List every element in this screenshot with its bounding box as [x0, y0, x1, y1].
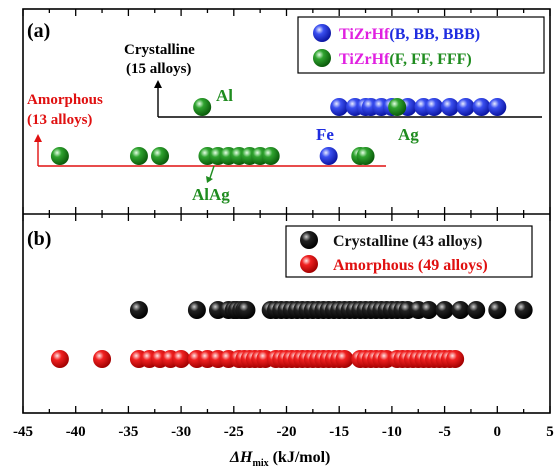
legend-marker-green [313, 49, 331, 67]
point-crystalline [129, 301, 148, 319]
point-crystalline [451, 301, 470, 319]
annotation-alag: AlAg [192, 185, 230, 204]
point-amorphous-f [151, 147, 170, 165]
point-amorphous-b [319, 147, 338, 165]
legend-blue-prefix: TiZrHf [339, 26, 390, 43]
x-tick-label: -20 [277, 424, 297, 440]
alag-arrow-stem [209, 165, 215, 179]
legend-green-prefix: TiZrHf [339, 51, 390, 68]
x-tick-label: -10 [382, 424, 402, 440]
x-tick-label: -5 [438, 424, 451, 440]
x-tick-labels: -45 -40 -35 -30 -25 -20 -15 -10 -5 0 5 [13, 424, 554, 440]
legend-blue-suffix: (B, BB, BBB) [389, 26, 480, 43]
point-crystalline [419, 301, 438, 319]
x-label-sub: mix [252, 458, 268, 469]
legend-box-a [297, 16, 545, 74]
x-tick-label: -25 [224, 424, 244, 440]
point-crystalline-b [425, 98, 444, 116]
x-tick-label: -15 [329, 424, 349, 440]
point-crystalline-b [330, 98, 349, 116]
panel-b-label: (b) [27, 228, 51, 250]
amorphous-arrow-head [34, 134, 42, 142]
crystalline-arrow-head [154, 80, 162, 88]
crystalline-label-line2: (15 alloys) [126, 61, 191, 77]
point-amorphous-f [356, 147, 375, 165]
point-crystalline-b [440, 98, 459, 116]
legend-entry-blue: TiZrHf(B, BB, BBB) [339, 26, 480, 43]
data-points [50, 98, 533, 368]
x-tick-label: 5 [546, 424, 554, 440]
amorphous-label-line2: (13 alloys) [27, 112, 92, 128]
point-amorphous [50, 350, 69, 368]
legend-panel-b: Crystalline (43 alloys) Amorphous (49 al… [285, 225, 533, 278]
x-tick-label: -30 [171, 424, 191, 440]
point-amorphous [172, 350, 191, 368]
x-tick-label: -40 [66, 424, 86, 440]
point-amorphous [335, 350, 354, 368]
point-crystalline [488, 301, 507, 319]
crystalline-label-line1: Crystalline [124, 42, 195, 58]
x-tick-label: 0 [494, 424, 502, 440]
x-label-main: ΔH [229, 449, 253, 466]
annotation-ag: Ag [398, 125, 419, 144]
annotation-al: Al [216, 86, 233, 105]
point-amorphous-f [261, 147, 280, 165]
point-crystalline-b [456, 98, 475, 116]
legend-green-suffix: (F, FF, FFF) [389, 51, 471, 68]
legend-panel-a: TiZrHf(B, BB, BBB) TiZrHf(F, FF, FFF) [297, 16, 545, 74]
point-crystalline-b [488, 98, 507, 116]
legend-entry-amorphous: Amorphous (49 alloys) [333, 257, 488, 274]
legend-entry-crystalline: Crystalline (43 alloys) [333, 233, 482, 250]
x-tick-label: -35 [118, 424, 138, 440]
point-crystalline-f [193, 98, 212, 116]
legend-marker-red [300, 255, 318, 273]
point-crystalline [237, 301, 256, 319]
point-crystalline [435, 301, 454, 319]
x-axis-label: ΔHmix (kJ/mol) [229, 449, 330, 469]
point-amorphous [93, 350, 112, 368]
point-crystalline-f [388, 98, 407, 116]
legend-marker-blue [313, 24, 331, 42]
point-crystalline-b [472, 98, 491, 116]
point-amorphous-f [129, 147, 148, 165]
x-label-unit: (kJ/mol) [269, 449, 331, 466]
point-amorphous-f [50, 147, 69, 165]
point-amorphous [446, 350, 465, 368]
point-crystalline [514, 301, 533, 319]
point-crystalline [467, 301, 486, 319]
tick-marks [22, 9, 551, 413]
panel-a-label: (a) [27, 20, 50, 42]
legend-entry-green: TiZrHf(F, FF, FFF) [339, 51, 472, 68]
point-crystalline [187, 301, 206, 319]
amorphous-label-line1: Amorphous [27, 92, 103, 108]
annotation-fe: Fe [316, 125, 334, 144]
x-tick-label: -45 [13, 424, 33, 440]
legend-box-b [285, 225, 533, 278]
legend-marker-black [300, 231, 318, 249]
alag-arrow-head [206, 176, 213, 183]
